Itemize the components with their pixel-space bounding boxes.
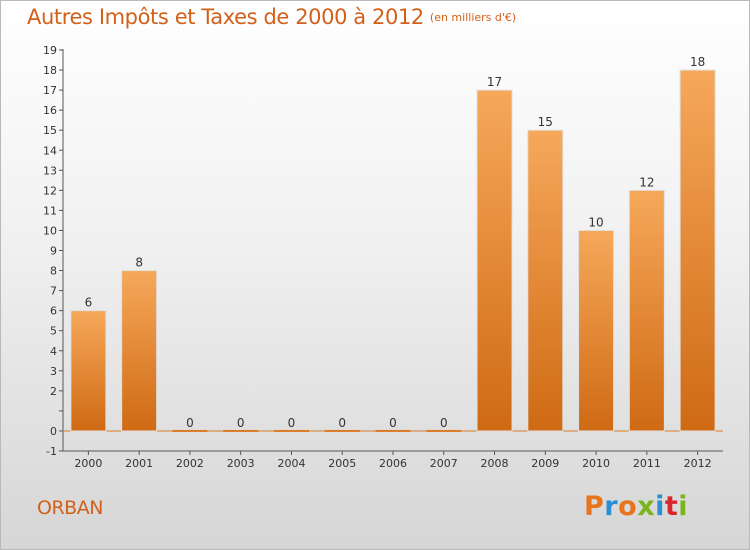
y-tick-label: 18	[43, 64, 57, 77]
x-tick-label: 2004	[277, 457, 305, 470]
x-tick-label: 2003	[227, 457, 255, 470]
y-tick-label: 7	[50, 285, 57, 298]
data-label: 12	[639, 175, 654, 189]
bar	[476, 89, 513, 432]
y-tick-label: -1	[46, 445, 57, 458]
y-tick-label: 11	[43, 204, 57, 217]
logo-letter: r	[604, 491, 619, 522]
bar	[70, 310, 107, 432]
logo-letter: i	[678, 491, 689, 522]
y-tick-label: 5	[50, 325, 57, 338]
y-tick-label: 9	[50, 245, 57, 258]
x-tick-label: 2008	[481, 457, 509, 470]
y-tick-label: 0	[50, 425, 57, 438]
data-label: 0	[389, 416, 397, 430]
data-label: 8	[135, 256, 143, 270]
logo-letter: P	[584, 491, 605, 522]
bar	[628, 189, 665, 432]
y-tick-label: 8	[50, 265, 57, 278]
y-tick-label: 17	[43, 84, 57, 97]
x-tick-label: 2001	[125, 457, 153, 470]
data-label: 0	[338, 416, 346, 430]
commune-name: ORBAN	[37, 497, 103, 519]
y-tick-label: 14	[43, 144, 57, 157]
x-tick-label: 2010	[582, 457, 610, 470]
axes: -1 0 2 3 4 5 6 7 8 9 10 11 12 13 14 15 16 17 18 19 2000 2001 2…	[43, 44, 723, 470]
data-label: 0	[237, 416, 245, 430]
data-label: 17	[487, 75, 502, 89]
x-tick-label: 2012	[684, 457, 712, 470]
data-label: 18	[690, 55, 705, 69]
y-tick-label: 15	[43, 124, 57, 137]
x-tick-label: 2000	[74, 457, 102, 470]
bar	[426, 429, 462, 432]
y-tick-label: 12	[43, 184, 57, 197]
y-tick-label: 3	[50, 365, 57, 378]
bar	[172, 429, 208, 432]
bar	[527, 129, 564, 432]
logo-letter: i	[655, 491, 665, 522]
bars: 6 8 0 0 0 0 0 0 17 15 10 12 18	[70, 55, 716, 432]
x-tick-label: 2009	[531, 457, 559, 470]
bar	[121, 270, 158, 432]
bar	[375, 429, 411, 432]
data-label: 10	[588, 215, 603, 229]
x-tick-label: 2007	[430, 457, 458, 470]
x-tick-label: 2002	[176, 457, 204, 470]
y-tick-label: 16	[43, 104, 57, 117]
bar	[223, 429, 259, 432]
y-tick-label: 10	[43, 224, 57, 237]
data-label: 0	[440, 416, 448, 430]
chart-title: Autres Impôts et Taxes de 2000 à 2012 (en…	[27, 5, 516, 29]
logo-letter: x	[637, 491, 656, 522]
proxiti-logo: Proxiti	[584, 491, 688, 522]
data-label: 0	[288, 416, 296, 430]
y-tick-label: 4	[50, 345, 57, 358]
title-text: Autres Impôts et Taxes de 2000 à 2012	[27, 5, 424, 29]
y-tick-label: 13	[43, 164, 57, 177]
bar	[679, 69, 716, 432]
y-tick-label: 6	[50, 305, 57, 318]
bar	[273, 429, 309, 432]
data-label: 6	[85, 296, 93, 310]
unit-label: (en milliers d'€)	[429, 11, 517, 24]
bar	[324, 429, 360, 432]
data-label: 15	[538, 115, 553, 129]
logo-letter: o	[618, 491, 638, 522]
x-tick-label: 2006	[379, 457, 407, 470]
y-tick-label: 2	[50, 385, 57, 398]
data-label: 0	[186, 416, 194, 430]
logo-letter: t	[664, 491, 679, 522]
x-tick-label: 2005	[328, 457, 356, 470]
x-tick-label: 2011	[633, 457, 661, 470]
bar	[578, 229, 615, 432]
y-tick-label: 19	[43, 44, 57, 57]
